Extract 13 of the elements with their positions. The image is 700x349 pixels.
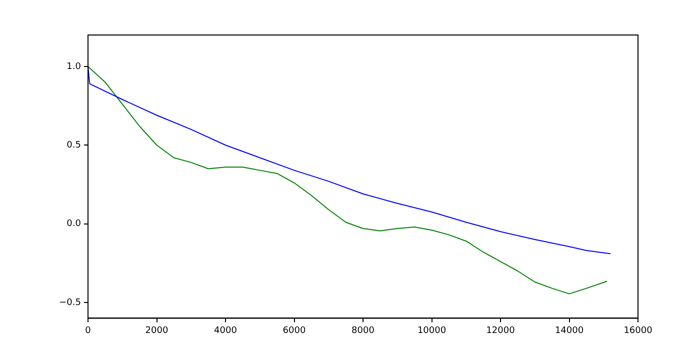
x-tick-label: 16000 <box>624 326 653 336</box>
y-tick-label: −0.5 <box>59 298 81 308</box>
x-tick-label: 2000 <box>145 326 168 336</box>
x-tick-label: 14000 <box>554 326 584 336</box>
x-tick-label: 10000 <box>417 326 446 336</box>
x-tick-label: 0 <box>85 326 92 336</box>
x-tick-label: 4000 <box>214 326 238 336</box>
x-tick-label: 12000 <box>486 326 516 336</box>
y-tick-label: 0.0 <box>66 219 82 230</box>
y-tick-label: 0.5 <box>66 140 81 150</box>
x-tick-label: 8000 <box>352 326 375 336</box>
x-tick-label: 6000 <box>282 326 306 336</box>
y-tick-label: 1.0 <box>66 62 82 72</box>
